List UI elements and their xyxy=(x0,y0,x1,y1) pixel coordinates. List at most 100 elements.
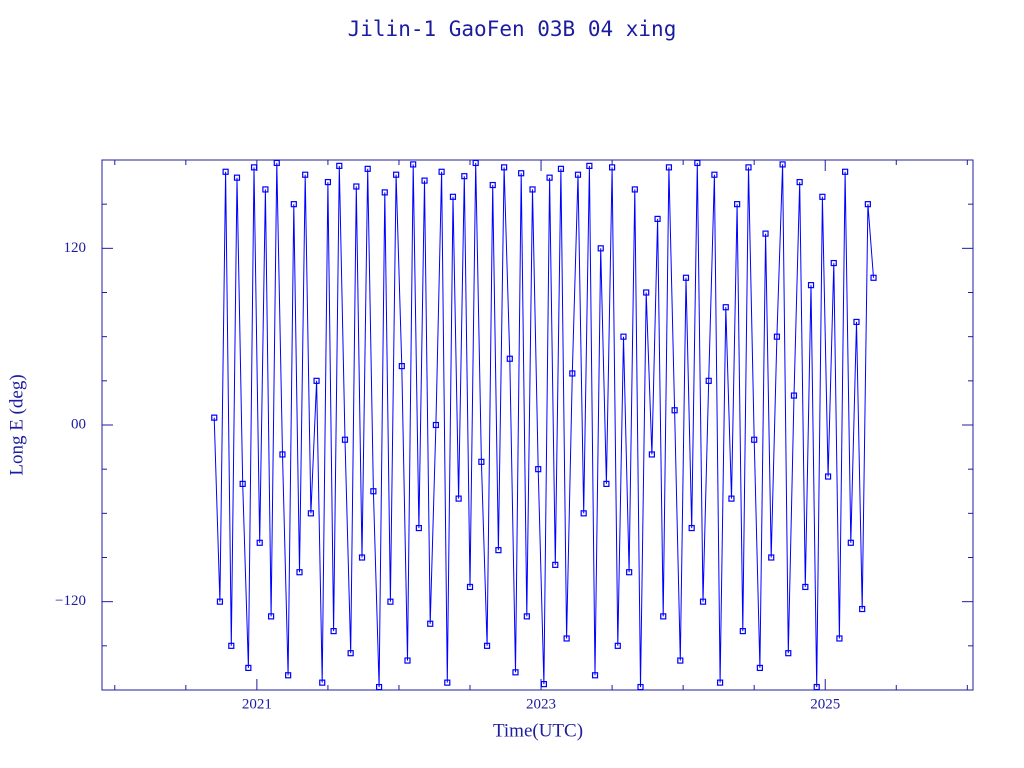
data-point xyxy=(745,164,752,171)
data-point xyxy=(387,598,394,605)
data-point xyxy=(404,657,411,664)
x-axis-label: Time(UTC) xyxy=(493,720,583,741)
data-point xyxy=(410,161,417,168)
data-point xyxy=(358,554,366,561)
data-point xyxy=(319,679,326,686)
data-point xyxy=(807,282,815,289)
data-point xyxy=(336,162,343,169)
chart-title: Jilin-1 GaoFen 03B 04 xing xyxy=(348,17,677,41)
data-point xyxy=(842,168,849,175)
data-point xyxy=(267,613,275,620)
data-point xyxy=(591,672,599,679)
data-point xyxy=(734,201,741,208)
data-point xyxy=(330,628,337,635)
data-point xyxy=(444,679,451,686)
data-point xyxy=(381,189,388,196)
data-point xyxy=(449,193,457,200)
data-point xyxy=(228,642,235,649)
data-point xyxy=(569,370,576,377)
data-point xyxy=(262,186,269,193)
data-point xyxy=(705,377,712,384)
data-point xyxy=(546,174,553,181)
data-point xyxy=(762,230,769,237)
data-point xyxy=(501,164,508,171)
data-point xyxy=(779,161,786,168)
data-point xyxy=(859,605,866,613)
x-tick-label: 2025 xyxy=(810,696,840,712)
data-point xyxy=(796,178,803,186)
data-point xyxy=(375,683,383,691)
data-point xyxy=(313,377,320,384)
data-point xyxy=(472,159,479,167)
data-point xyxy=(421,177,428,184)
data-point xyxy=(222,168,229,175)
data-point xyxy=(870,274,877,281)
y-tick-label: 00 xyxy=(71,416,86,432)
data-point xyxy=(211,414,218,421)
data-point xyxy=(836,635,843,642)
data-point xyxy=(631,186,638,193)
data-point xyxy=(489,181,496,189)
data-point xyxy=(432,421,440,429)
data-point xyxy=(495,547,502,554)
data-point xyxy=(751,436,758,443)
data-point xyxy=(671,407,678,414)
data-point xyxy=(756,664,763,672)
data-point xyxy=(773,333,781,340)
data-point xyxy=(694,159,701,167)
data-point xyxy=(398,363,405,370)
data-point xyxy=(603,480,610,487)
data-point xyxy=(307,510,314,517)
data-point xyxy=(506,355,513,362)
data-point xyxy=(523,613,530,620)
data-point xyxy=(393,171,400,178)
data-point xyxy=(688,524,695,532)
data-point xyxy=(415,524,422,532)
data-point xyxy=(728,495,735,502)
x-tick-label: 2021 xyxy=(242,696,272,712)
data-point xyxy=(819,193,826,200)
data-point xyxy=(483,642,491,649)
y-tick-label: 120 xyxy=(64,240,87,256)
data-point xyxy=(324,178,332,186)
data-point xyxy=(830,259,837,267)
data-point xyxy=(302,171,309,178)
data-point xyxy=(461,173,468,180)
data-point xyxy=(580,510,587,517)
data-point xyxy=(739,628,746,635)
data-point xyxy=(233,174,241,181)
y-axis-label: Long E (deg) xyxy=(6,374,27,475)
data-point xyxy=(790,392,798,399)
data-point xyxy=(716,679,724,686)
data-point xyxy=(466,583,474,591)
data-point xyxy=(427,620,434,627)
data-point xyxy=(370,488,377,495)
data-point xyxy=(216,598,224,605)
data-point xyxy=(239,480,246,487)
data-point xyxy=(722,304,729,311)
data-point xyxy=(853,318,860,326)
data-point xyxy=(847,539,854,546)
data-point xyxy=(529,186,536,193)
x-tick-label: 2023 xyxy=(526,696,556,712)
data-point xyxy=(665,164,673,171)
data-point xyxy=(643,289,650,296)
data-point xyxy=(478,458,485,465)
data-point xyxy=(535,466,542,473)
data-point xyxy=(614,642,621,649)
data-point xyxy=(586,162,593,169)
data-point xyxy=(563,635,570,642)
data-point xyxy=(557,165,565,172)
data-point xyxy=(660,613,667,620)
data-point xyxy=(273,159,280,167)
data-point xyxy=(626,569,633,576)
data-point xyxy=(682,274,690,281)
data-point xyxy=(245,664,252,672)
data-point xyxy=(864,201,871,208)
data-point xyxy=(699,598,707,605)
data-point xyxy=(455,495,462,502)
data-point xyxy=(824,473,832,480)
data-point xyxy=(364,165,371,172)
data-point xyxy=(648,451,655,458)
data-point xyxy=(785,650,792,657)
